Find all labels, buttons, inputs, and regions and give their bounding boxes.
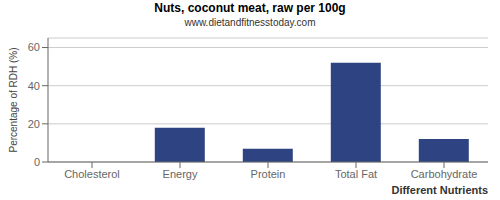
svg-text:Different Nutrients: Different Nutrients bbox=[391, 184, 488, 196]
svg-text:Carbohydrate: Carbohydrate bbox=[411, 168, 478, 180]
svg-text:0: 0 bbox=[34, 156, 40, 168]
svg-text:60: 60 bbox=[28, 41, 40, 53]
html-text:Nuts, coconut meat, raw per 10: Nuts, coconut meat, raw per 100g bbox=[154, 1, 346, 15]
svg-text:Protein: Protein bbox=[251, 168, 286, 180]
svg-text:20: 20 bbox=[28, 118, 40, 130]
svg-text:Percentage of RDH (%): Percentage of RDH (%) bbox=[8, 47, 19, 152]
svg-text:Total Fat: Total Fat bbox=[335, 168, 377, 180]
svg-text:Energy: Energy bbox=[163, 168, 198, 180]
svg-text:Cholesterol: Cholesterol bbox=[64, 168, 120, 180]
html-text:www.dietandfitnesstoday.com: www.dietandfitnesstoday.com bbox=[184, 17, 316, 28]
svg-text:40: 40 bbox=[28, 80, 40, 92]
